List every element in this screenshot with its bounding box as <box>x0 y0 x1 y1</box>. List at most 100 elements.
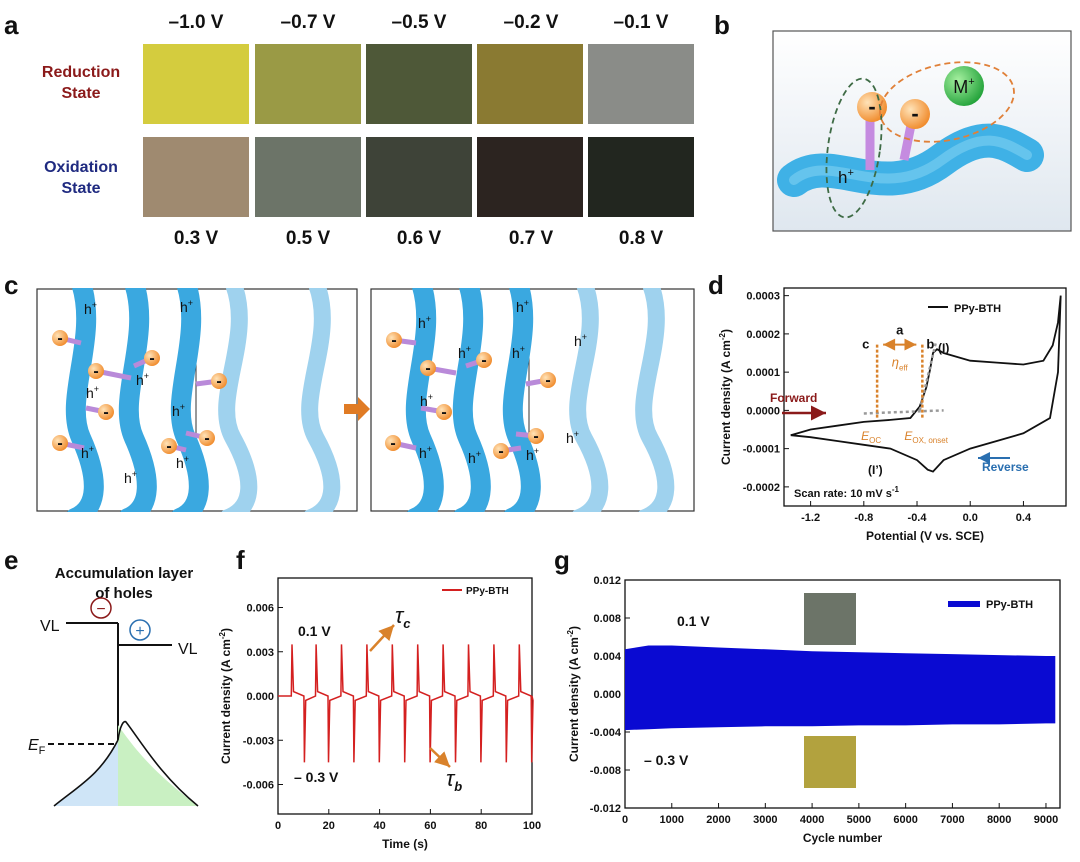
g-v-bot: – 0.3 V <box>644 752 689 768</box>
svg-text:-: - <box>57 435 62 452</box>
g-xtick: 1000 <box>660 814 684 826</box>
g-xtick: 8000 <box>987 814 1011 826</box>
f-xtick: 80 <box>475 820 487 832</box>
e-ox-onset: EOX, onset <box>904 429 948 445</box>
f-legend: PPy-BTH <box>466 586 509 597</box>
g-ytick: 0.004 <box>593 651 621 663</box>
hole-label: h+ <box>526 446 539 463</box>
hole-label: h+ <box>420 392 433 409</box>
label-b: b <box>926 337 934 352</box>
anion-ball <box>476 352 492 368</box>
bottom-voltage-3: 0.6 V <box>396 228 442 249</box>
vl-left: VL <box>40 618 60 635</box>
anion-ball <box>52 435 68 451</box>
svg-text:-: - <box>149 350 154 367</box>
anion-minus-2: - <box>911 101 918 126</box>
d-ytick: 0.0003 <box>746 291 780 303</box>
panel-letter-g: g <box>554 545 570 575</box>
anion-minus-1: - <box>868 94 875 119</box>
g-ytick: -0.004 <box>590 727 622 739</box>
anion-ball <box>528 428 544 444</box>
g-ytick: -0.012 <box>590 803 621 815</box>
panel-letter-a: a <box>4 10 19 40</box>
f-ytick: 0.003 <box>246 647 274 659</box>
oxidation-state-label: Oxidation State <box>44 159 118 197</box>
top-voltage-5: –0.1 V <box>613 12 669 33</box>
e-title-1: Accumulation layer <box>55 565 194 582</box>
anion-ball <box>52 330 68 346</box>
hole-label: h+ <box>124 469 137 486</box>
svg-text:-: - <box>93 363 98 380</box>
d-ytick: 0.0001 <box>746 367 780 379</box>
peak-Iprime: (I’) <box>868 463 883 477</box>
g-ytick: -0.008 <box>590 765 621 777</box>
d-ytick: -0.0001 <box>743 444 780 456</box>
panel-g-chart: 0 1000 2000 3000 4000 5000 6000 7000 8000 9000 0.0… <box>566 575 1061 845</box>
forward-label: Forward <box>770 391 817 405</box>
hole-label: h+ <box>516 298 529 315</box>
polymer-fiber <box>118 288 157 512</box>
g-xtick: 4000 <box>800 814 824 826</box>
f-xtick: 0 <box>275 820 281 832</box>
bottom-voltage-5: 0.8 V <box>618 228 664 249</box>
polymer-fiber <box>170 288 209 512</box>
g-xtick: 9000 <box>1034 814 1058 826</box>
top-voltage-1: –1.0 V <box>168 12 224 33</box>
vl-right: VL <box>178 641 198 658</box>
panel-letter-b: b <box>714 10 730 40</box>
svg-text:-: - <box>166 438 171 455</box>
label-c: c <box>862 337 869 352</box>
hole-label: h+ <box>418 314 431 331</box>
oxidation-swatch-1 <box>143 137 249 217</box>
panel-c-schematic: ------- -h+ h+h+h+h+h+h+h+-- ----- -h+h+h+ h+… <box>36 288 695 512</box>
svg-text:-: - <box>204 430 209 447</box>
transition-arrow <box>344 397 370 421</box>
f-ytick: -0.006 <box>243 780 274 792</box>
reverse-label: Reverse <box>982 460 1029 474</box>
scan-rate: Scan rate: 10 mV s-1 <box>794 485 900 500</box>
panel-b-schematic: - - M+ h+ <box>772 30 1072 232</box>
svg-text:-: - <box>103 404 108 421</box>
d-ytick: 0.0002 <box>746 329 780 341</box>
current-band <box>625 645 1056 731</box>
g-xtick: 7000 <box>940 814 964 826</box>
top-voltage-3: –0.5 V <box>391 12 447 33</box>
svg-text:-: - <box>498 443 503 460</box>
svg-text:-: - <box>57 330 62 347</box>
polymer-fiber <box>502 288 541 512</box>
panel-d-chart: -1.2 -0.8 -0.4 0.0 0.4 0.0003 0.0002 0.0001 0.00… <box>718 287 1067 543</box>
f-ytick: 0.006 <box>246 603 274 615</box>
panel-f-chart: 0 20 40 60 80 100 0.006 0.003 0.000 -0.003 -0.006 T… <box>218 577 541 851</box>
bottom-voltage-4: 0.7 V <box>508 228 554 249</box>
anion-ball <box>385 435 401 451</box>
polymer-fiber <box>452 288 491 512</box>
polymer-fiber <box>635 288 675 512</box>
g-reduced-swatch <box>804 736 856 788</box>
plus-circle <box>129 619 151 641</box>
f-xtick: 20 <box>323 820 335 832</box>
d-xtick: -0.4 <box>908 512 928 524</box>
panel-e-diagram: Accumulation layer of holes VL VL − + EF <box>28 565 199 807</box>
g-xtick: 0 <box>622 814 628 826</box>
g-xtick: 5000 <box>847 814 871 826</box>
reduction-swatch-1 <box>143 44 249 124</box>
minus-circle <box>90 597 112 619</box>
plus-sign: + <box>135 623 144 640</box>
svg-text:-: - <box>391 332 396 349</box>
eta-eff: ηeff <box>892 355 909 373</box>
g-ytick: 0.012 <box>593 575 621 587</box>
cv-curve <box>790 295 1062 473</box>
d-xtick: 0.0 <box>963 512 978 524</box>
f-xtick: 60 <box>424 820 436 832</box>
anion-ball <box>540 372 556 388</box>
anion-ball <box>493 443 509 459</box>
anion-ball <box>436 404 452 420</box>
tau-b: τb <box>446 766 462 794</box>
f-xlabel: Time (s) <box>382 837 428 851</box>
g-v-top: 0.1 V <box>677 613 710 629</box>
panel-letter-d: d <box>708 270 724 300</box>
minus-sign: − <box>96 601 105 618</box>
peak-I: (I) <box>938 341 949 355</box>
tau-c: τc <box>395 603 411 631</box>
f-ylabel: Current density (A cm-2) <box>218 628 233 764</box>
